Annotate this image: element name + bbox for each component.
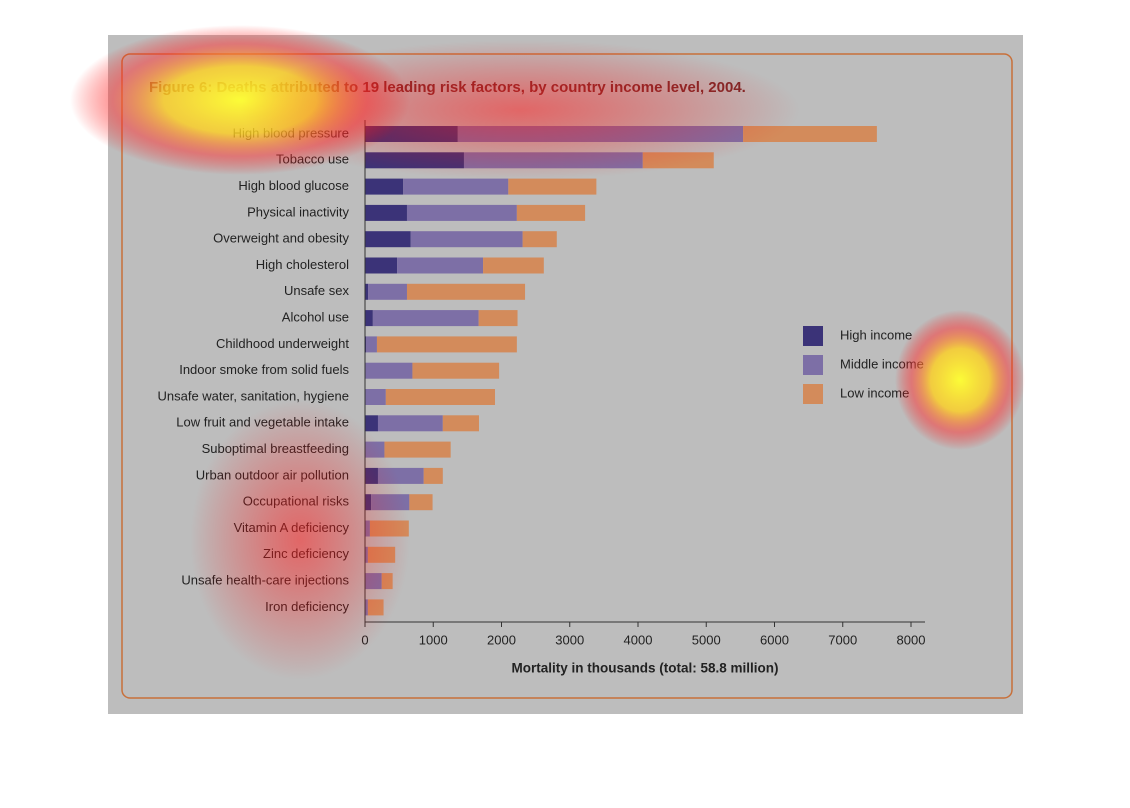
bar-segment — [381, 573, 393, 590]
bar-segment — [369, 520, 409, 537]
bar-segment — [516, 204, 586, 221]
category-label: Overweight and obesity — [213, 231, 349, 246]
bar-segment — [365, 467, 378, 484]
bar-segment — [642, 152, 714, 169]
category-label: High blood pressure — [233, 125, 349, 140]
bar-segment — [368, 283, 407, 300]
bar-segment — [365, 178, 404, 195]
legend-label: High income — [840, 327, 912, 342]
bar-segment — [365, 599, 368, 616]
bar-segment — [366, 336, 377, 353]
x-tick-label: 2000 — [487, 632, 516, 647]
bar-segment — [457, 126, 744, 142]
bar-segment — [463, 152, 643, 169]
x-tick-label: 4000 — [624, 632, 653, 647]
x-tick-label: 1000 — [419, 632, 448, 647]
category-label: Unsafe water, sanitation, hygiene — [157, 388, 349, 403]
category-label: Vitamin A deficiency — [234, 520, 350, 535]
bar-segment — [397, 257, 484, 274]
x-tick-label: 0 — [361, 632, 368, 647]
category-label: Low fruit and vegetable intake — [176, 415, 349, 430]
bar-segment — [483, 257, 544, 274]
category-label: Childhood underweight — [216, 336, 349, 351]
bar-segment — [365, 257, 398, 274]
bar-segment — [365, 573, 382, 590]
bar-segment — [377, 467, 424, 484]
bar-segment — [409, 494, 433, 511]
bar-segment — [365, 389, 386, 405]
x-tick-label: 7000 — [828, 632, 857, 647]
bar-segment — [403, 178, 509, 195]
bar-segment — [743, 126, 877, 142]
category-label: Alcohol use — [282, 310, 349, 325]
bar-segment — [365, 494, 372, 511]
category-label: Indoor smoke from solid fuels — [179, 362, 349, 377]
bar-segment — [508, 178, 597, 195]
category-label: Physical inactivity — [247, 204, 349, 219]
bar-segment — [412, 362, 500, 379]
bar-segment — [365, 546, 368, 563]
bar-segment — [478, 310, 518, 327]
bar-segment — [384, 441, 451, 458]
legend-swatch — [803, 355, 823, 375]
x-tick-label: 5000 — [692, 632, 721, 647]
bar-segment — [423, 467, 443, 484]
bar-segment — [367, 546, 396, 563]
bar-segment — [365, 362, 413, 379]
category-label: Occupational risks — [243, 494, 350, 509]
category-label: Unsafe sex — [284, 283, 350, 298]
bar-segment — [365, 415, 378, 432]
bar-segment — [442, 415, 479, 432]
bar-segment — [376, 336, 517, 353]
category-label: Unsafe health-care injections — [181, 573, 349, 588]
bar-segment — [365, 204, 407, 221]
bar-segment — [367, 599, 384, 616]
category-label: High blood glucose — [238, 178, 349, 193]
x-tick-label: 6000 — [760, 632, 789, 647]
x-tick-label: 3000 — [555, 632, 584, 647]
bar-segment — [365, 520, 370, 537]
legend-swatch — [803, 384, 823, 404]
category-label: Suboptimal breastfeeding — [202, 441, 349, 456]
bar-segment — [410, 231, 523, 248]
bar-segment — [406, 204, 517, 221]
legend-label: Low income — [840, 385, 909, 400]
bar-segment — [372, 310, 479, 327]
bar-segment — [365, 283, 369, 300]
bar-segment — [385, 389, 496, 405]
category-label: High cholesterol — [256, 257, 349, 272]
x-tick-label: 8000 — [897, 632, 926, 647]
category-label: Tobacco use — [276, 152, 349, 167]
bar-segment — [371, 494, 410, 511]
chart-title: Figure 6: Deaths attributed to 19 leadin… — [149, 79, 746, 96]
bar-segment — [406, 283, 526, 300]
bar-segment — [365, 441, 385, 458]
category-label: Iron deficiency — [265, 599, 349, 614]
category-label: Zinc deficiency — [263, 546, 349, 561]
legend-label: Middle income — [840, 356, 924, 371]
bar-segment — [365, 310, 373, 327]
bar-segment — [522, 231, 557, 248]
bar-segment — [365, 336, 367, 353]
bar-segment — [365, 152, 464, 169]
category-label: Urban outdoor air pollution — [196, 467, 349, 482]
bar-segment — [377, 415, 443, 432]
x-axis-title: Mortality in thousands (total: 58.8 mill… — [511, 661, 778, 676]
bar-segment — [365, 126, 458, 142]
bar-segment — [365, 231, 411, 248]
legend-swatch — [803, 326, 823, 346]
